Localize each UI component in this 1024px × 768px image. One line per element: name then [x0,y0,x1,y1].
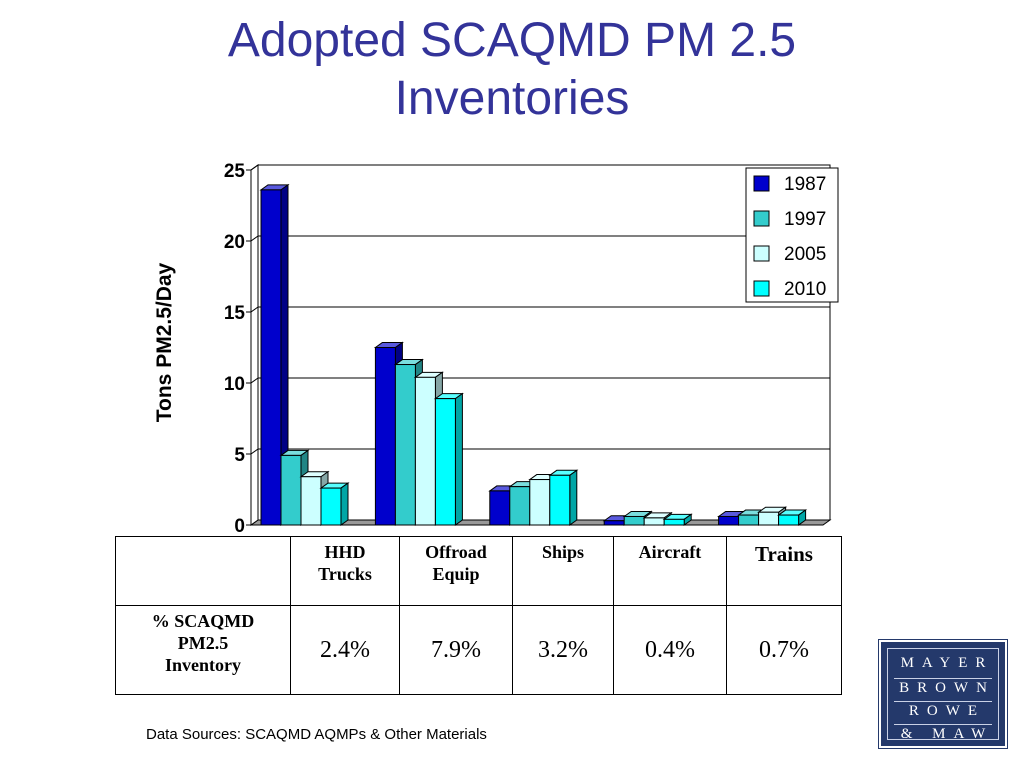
bar-chart: 0 5 10 15 20 25 Tons PM2.5/Day 1987 1997 2005 2010 [153,161,839,537]
legend-swatch [753,245,770,262]
bar [758,511,780,526]
bar [663,518,685,526]
row-label-line1: % SCAQMD [151,611,255,631]
header-aircraft: Aircraft [638,542,702,562]
logo-line-4: & MAW [900,726,994,742]
bar [434,398,456,526]
bar-side [454,392,463,526]
bar [643,517,665,526]
table-header-row: HHD Trucks Offroad Equip Ships Aircraft … [115,536,842,606]
value-hhd-trucks: 2.4% [290,605,400,695]
bar [260,189,282,526]
logo-line-1: MAYER [900,655,994,671]
legend-label: 1987 [784,174,826,195]
legend-swatch [753,280,770,297]
gridline-side [250,377,259,384]
value-trains: 0.7% [726,605,842,695]
bar-side [569,469,578,526]
title-line-1: Adopted SCAQMD PM 2.5 [227,14,797,67]
row-label-line2: PM2.5 [177,633,229,653]
bar [320,487,342,526]
value-offroad-equip: 7.9% [399,605,513,695]
y-tick-label: 10 [224,374,245,395]
bar [529,479,551,526]
legend-swatch [753,175,770,192]
legend-label: 2010 [784,279,826,300]
y-axis-label: Tons PM2.5/Day [153,262,176,422]
table-header-aircraft: Aircraft [613,536,727,606]
legend-label: 2005 [784,244,826,265]
percentage-table: HHD Trucks Offroad Equip Ships Aircraft … [115,536,842,695]
y-tick-label: 0 [234,516,245,537]
y-tick-label: 5 [234,445,245,466]
gridline-side [250,235,259,242]
data-source-note: Data Sources: SCAQMD AQMPs & Other Mater… [146,726,487,743]
table-value-row: % SCAQMD PM2.5 Inventory 2.4% 7.9% 3.2% … [115,605,842,695]
legend-label: 1997 [784,209,826,230]
y-tick-label: 20 [224,232,245,253]
bar [489,490,511,526]
bar [778,514,800,526]
bar [374,347,396,526]
bar [623,515,645,526]
value-aircraft: 0.4% [613,605,727,695]
table-corner-cell [115,536,291,606]
legend-swatch [753,210,770,227]
logo-frame: MAYER BROWN ROWE & MAW [887,648,999,742]
logo-line-2: BROWN [899,680,995,696]
table-header-trains: Trains [726,536,842,606]
header-hhd-line1: HHD [324,542,366,562]
table-header-hhd-trucks: HHD Trucks [290,536,400,606]
bar-side [340,482,349,526]
bar [738,514,760,526]
logo-rule-2 [894,701,992,702]
bar [394,364,416,526]
slide-title: Adopted SCAQMD PM 2.5 Inventories [0,12,1024,128]
bar [414,376,436,526]
bar [549,474,571,526]
logo-line-3: ROWE [908,703,986,719]
bar [603,520,625,526]
title-line-2: Inventories [394,72,630,125]
bar [718,515,740,526]
firm-logo: MAYER BROWN ROWE & MAW [878,639,1008,749]
bar [300,476,322,526]
logo-rule-3 [894,724,992,725]
header-offroad-line2: Equip [432,564,480,584]
gridline-side [250,306,259,313]
header-trains: Trains [755,542,813,566]
row-label-line3: Inventory [165,655,241,675]
y-tick-label: 15 [224,303,246,324]
plot-area [257,164,831,521]
gridline-side [250,164,259,171]
plot-side-wall [250,164,259,526]
bar [280,454,302,526]
y-tick-label: 25 [224,161,246,182]
table-row-label: % SCAQMD PM2.5 Inventory [115,605,291,695]
header-hhd-line2: Trucks [318,564,372,584]
value-ships: 3.2% [512,605,614,695]
gridline-side [250,448,259,455]
bar [509,486,531,526]
logo-rule-1 [894,678,992,679]
header-offroad-line1: Offroad [425,542,487,562]
header-ships: Ships [541,542,585,562]
table-header-ships: Ships [512,536,614,606]
table-header-offroad-equip: Offroad Equip [399,536,513,606]
